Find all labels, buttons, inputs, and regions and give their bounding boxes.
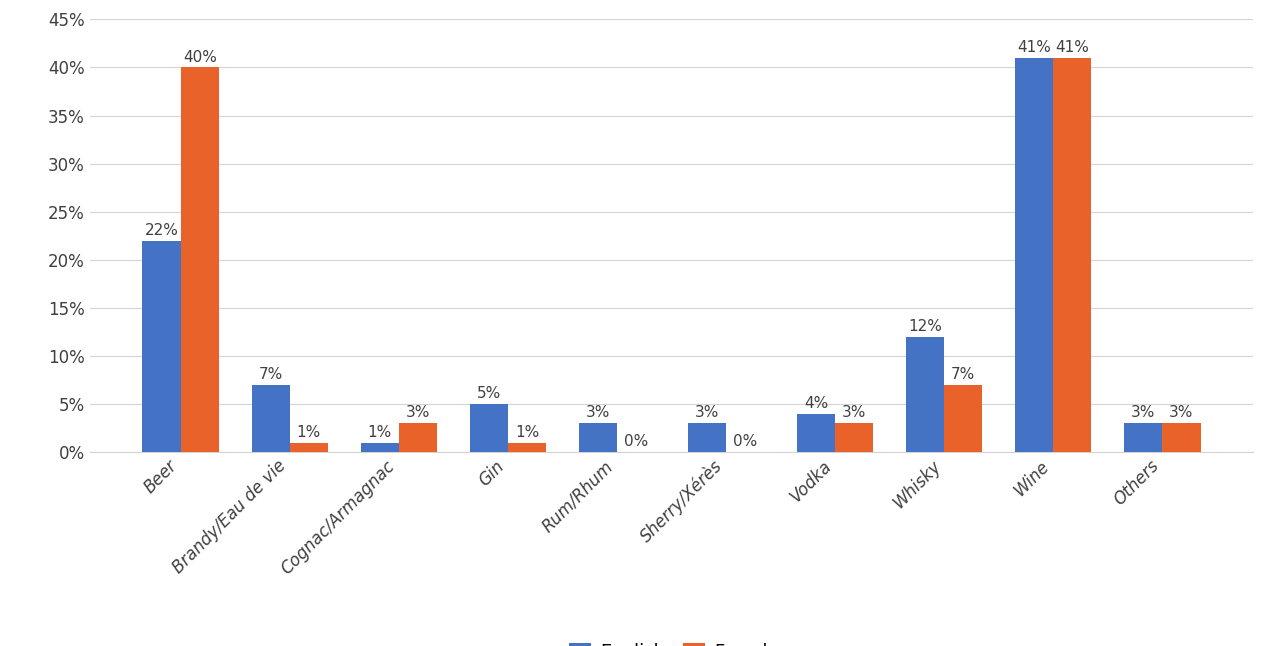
Bar: [469, 404, 508, 452]
Text: 1%: 1%: [297, 424, 321, 440]
Text: 3%: 3%: [694, 406, 719, 421]
Bar: [688, 423, 726, 452]
Text: 1%: 1%: [367, 424, 391, 440]
Bar: [142, 240, 180, 452]
Bar: [797, 413, 835, 452]
Text: 41%: 41%: [1017, 40, 1051, 55]
Bar: [399, 423, 437, 452]
Bar: [361, 443, 399, 452]
Bar: [252, 385, 289, 452]
Bar: [1016, 58, 1054, 452]
Text: 41%: 41%: [1055, 40, 1090, 55]
Bar: [944, 385, 982, 452]
Text: 4%: 4%: [804, 396, 828, 411]
Text: 12%: 12%: [908, 319, 943, 334]
Text: 40%: 40%: [183, 50, 216, 65]
Bar: [1163, 423, 1201, 452]
Text: 7%: 7%: [952, 367, 976, 382]
Bar: [835, 423, 874, 452]
Text: 0%: 0%: [733, 434, 757, 450]
Text: 7%: 7%: [258, 367, 283, 382]
Text: 3%: 3%: [1169, 406, 1193, 421]
Text: 3%: 3%: [1131, 406, 1155, 421]
Text: 5%: 5%: [477, 386, 501, 401]
Bar: [579, 423, 616, 452]
Bar: [289, 443, 327, 452]
Text: 1%: 1%: [515, 424, 538, 440]
Bar: [180, 67, 219, 452]
Legend: English, French: English, French: [561, 636, 781, 646]
Text: 3%: 3%: [842, 406, 866, 421]
Text: 22%: 22%: [145, 223, 179, 238]
Bar: [508, 443, 546, 452]
Text: 3%: 3%: [405, 406, 430, 421]
Text: 3%: 3%: [586, 406, 610, 421]
Bar: [1054, 58, 1091, 452]
Bar: [906, 337, 944, 452]
Text: 0%: 0%: [624, 434, 648, 450]
Bar: [1124, 423, 1163, 452]
